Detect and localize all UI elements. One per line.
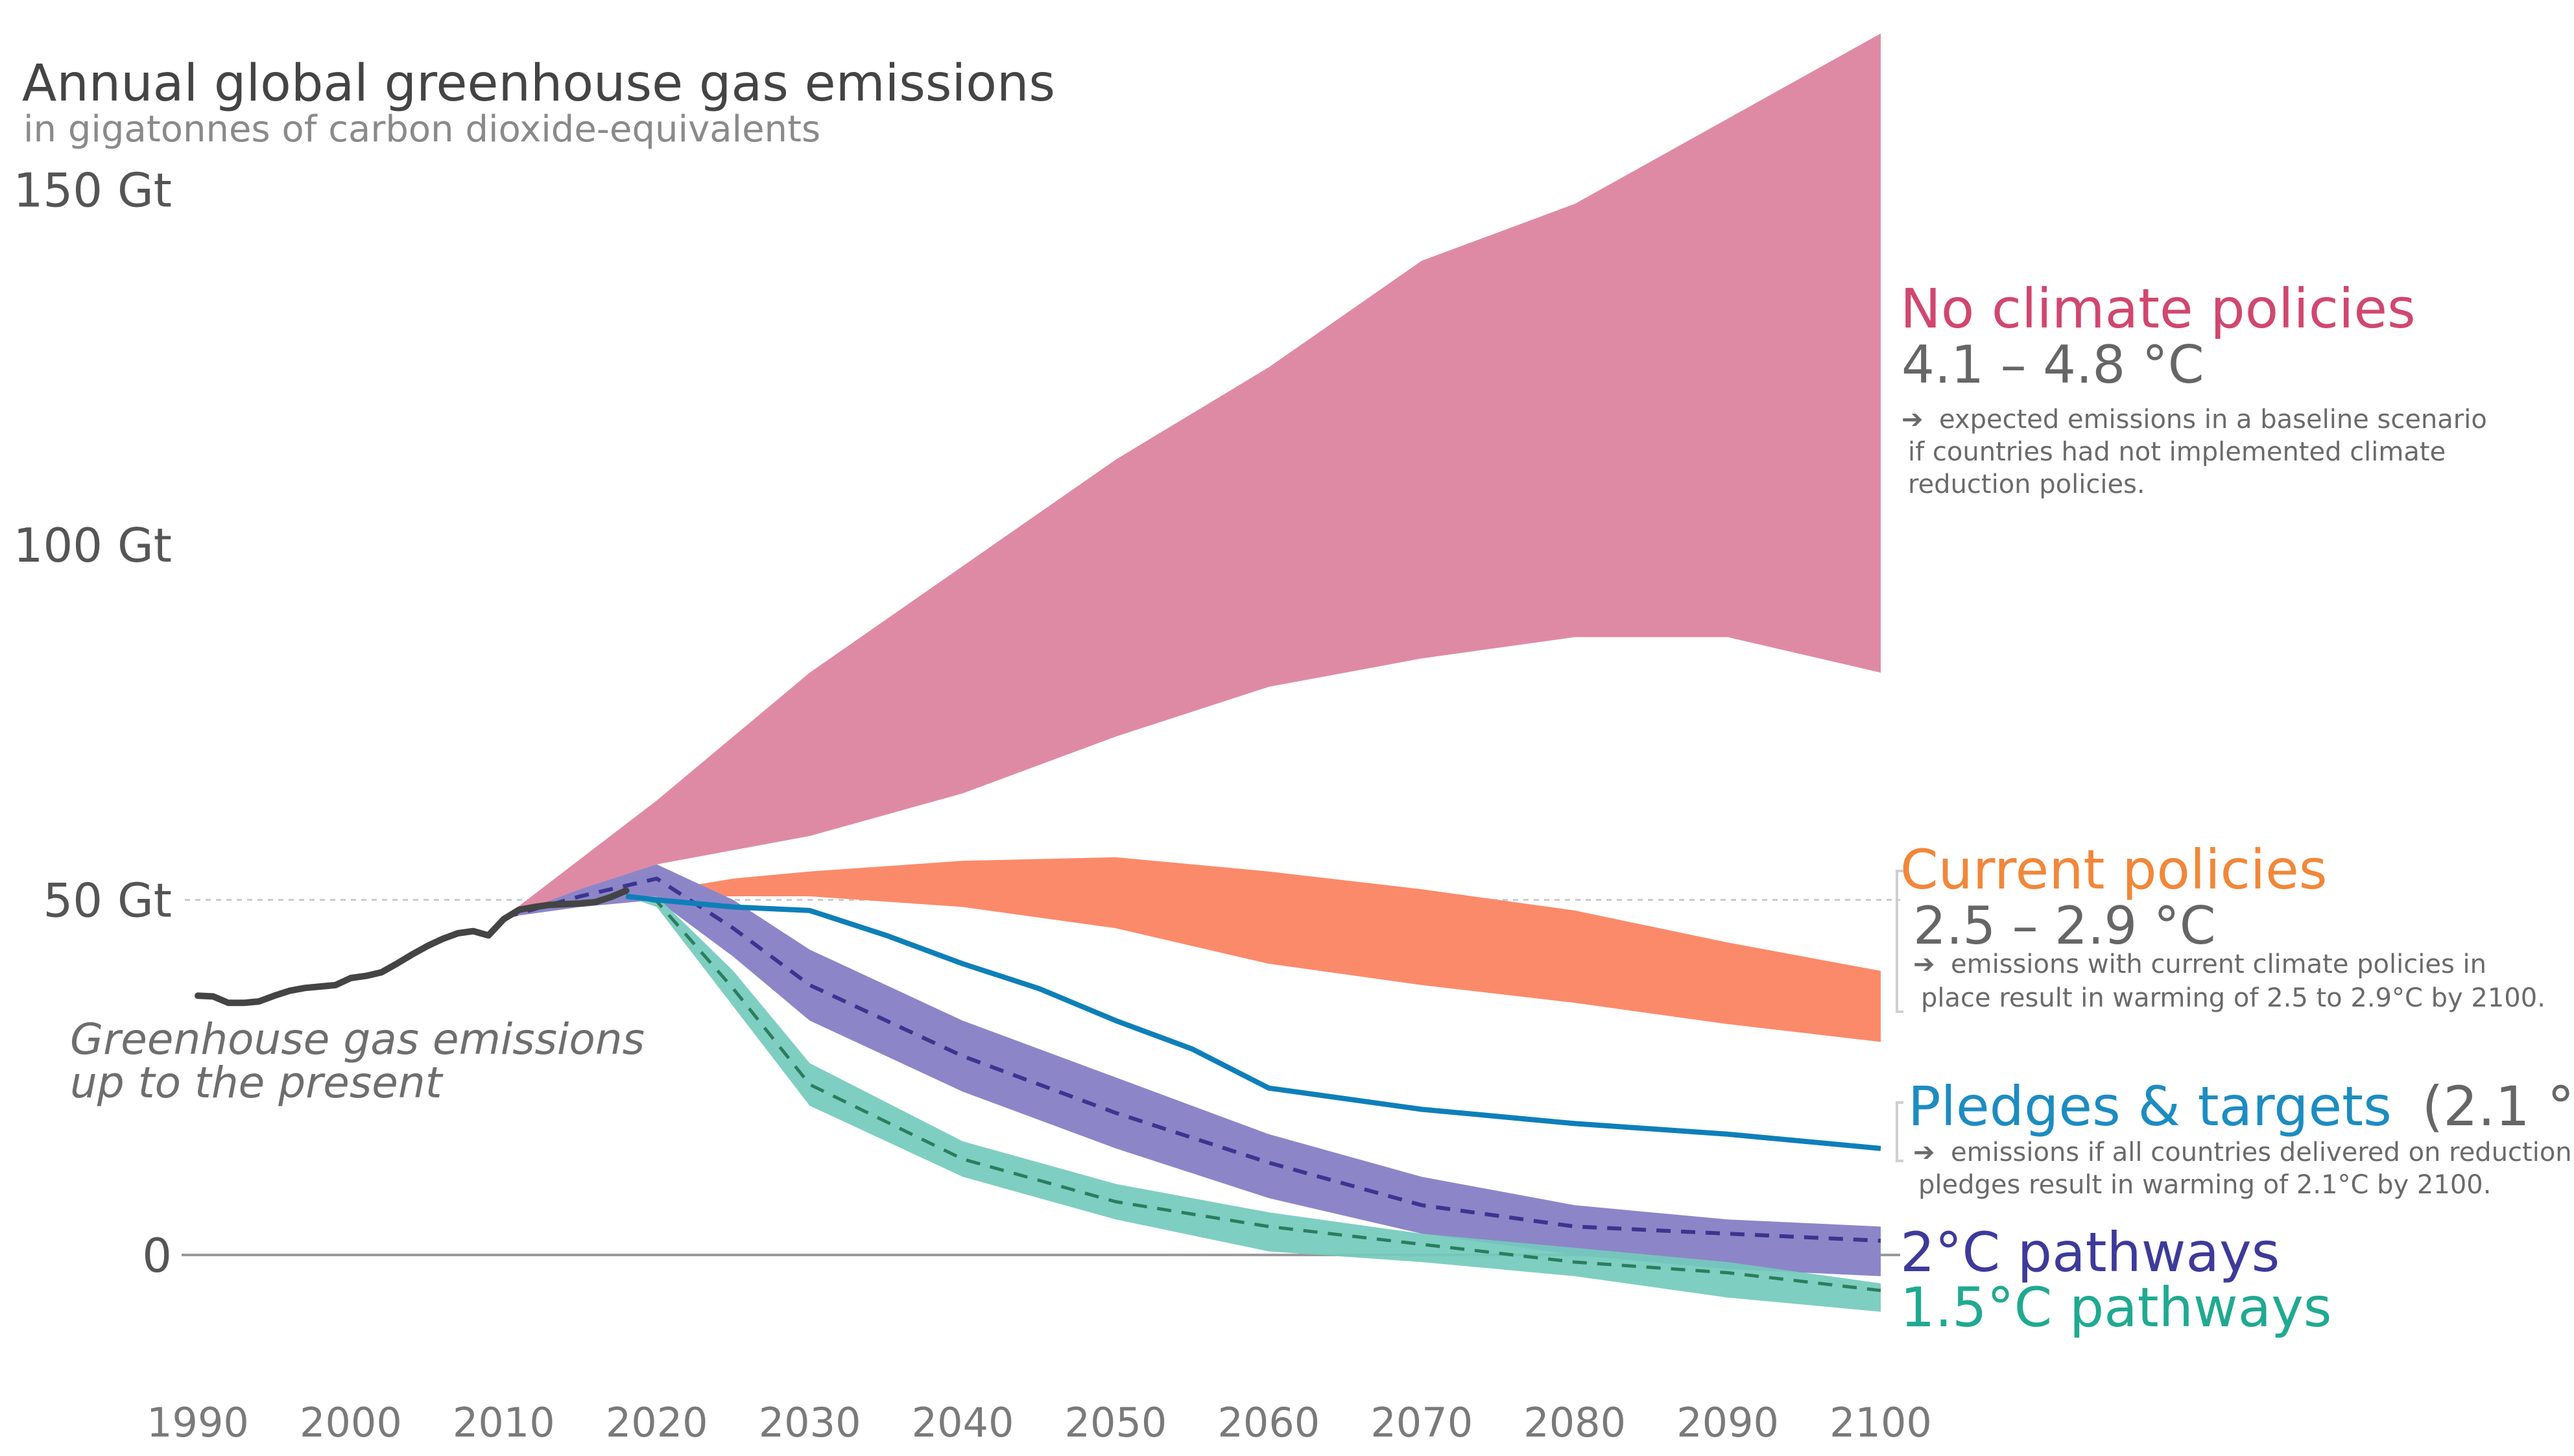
pledges-bracket <box>1896 1101 1903 1162</box>
historical-label-line2: up to the present <box>70 1058 444 1108</box>
y-tick-label: 0 <box>142 1228 172 1283</box>
one-point-five-center-line <box>626 894 1881 1293</box>
current-policies-bracket <box>1896 870 1903 1013</box>
x-tick-label: 2010 <box>453 1399 555 1446</box>
x-tick-label: 2080 <box>1523 1399 1626 1446</box>
pledges-temp: (2.1 °C) <box>2422 1075 2574 1138</box>
x-tick-label: 2030 <box>759 1399 861 1446</box>
no-policy-temp: 4.1 – 4.8 °C <box>1901 335 2204 395</box>
x-tick-label: 2050 <box>1065 1399 1167 1446</box>
current-policies-temp: 2.5 – 2.9 °C <box>1913 896 2216 956</box>
historical-emissions-line <box>195 887 630 1007</box>
historical-label-line1: Greenhouse gas emissions <box>70 1014 645 1064</box>
x-tick-label: 2100 <box>1829 1399 1932 1446</box>
no-policy-note-line2: if countries had not implemented climate <box>1908 437 2446 467</box>
pledges-line <box>626 894 1881 1151</box>
current-policies-note-line2: place result in warming of 2.5 to 2.9°C … <box>1921 983 2545 1013</box>
no-policy-note-line1: expected emissions in a baseline scenari… <box>1939 405 2487 435</box>
no-policy-band <box>503 33 1881 918</box>
x-tick-label: 2040 <box>912 1399 1014 1446</box>
pledges-label: Pledges & targets (2.1 °C) <box>1908 1075 2574 1138</box>
arrow-icon: ➔ <box>1913 1138 1935 1167</box>
axes: 150 Gt 100 Gt 50 Gt 0 1990 2000 2010 2020 2030 20… <box>14 163 1932 1447</box>
x-tick-label: 2020 <box>606 1399 708 1446</box>
x-tick-label: 2090 <box>1676 1399 1779 1446</box>
no-policy-label: No climate policies <box>1900 277 2416 340</box>
chart-subtitle: in gigatonnes of carbon dioxide-equivale… <box>23 108 820 150</box>
one-point-five-label: 1.5°C pathways <box>1900 1276 2332 1339</box>
y-tick-label: 50 Gt <box>43 874 172 928</box>
scenario-lines <box>195 876 1881 1293</box>
y-tick-label: 150 Gt <box>14 163 172 218</box>
scenario-bands <box>503 33 1881 1312</box>
arrow-icon: ➔ <box>1901 405 1924 435</box>
no-policy-note-line3: reduction policies. <box>1908 470 2145 499</box>
two-degree-label: 2°C pathways <box>1900 1221 2280 1284</box>
one-point-five-band <box>626 896 1881 1312</box>
current-policies-band <box>626 857 1881 1042</box>
current-policies-note-line1: emissions with current climate policies … <box>1951 949 2486 979</box>
arrow-icon: ➔ <box>1913 949 1935 979</box>
x-tick-label: 1990 <box>147 1399 249 1446</box>
two-degree-center-line <box>503 876 1881 1243</box>
x-tick-label: 2000 <box>300 1399 402 1446</box>
y-tick-label: 100 Gt <box>14 518 172 573</box>
x-tick-label: 2070 <box>1370 1399 1473 1446</box>
x-tick-label: 2060 <box>1217 1399 1320 1446</box>
pledges-title: Pledges & targets <box>1908 1075 2392 1138</box>
pledges-note-line1: emissions if all countries delivered on … <box>1951 1138 2572 1167</box>
chart-title: Annual global greenhouse gas emissions <box>22 54 1055 113</box>
current-policies-label: Current policies <box>1900 838 2328 901</box>
pledges-note-line2: pledges result in warming of 2.1°C by 21… <box>1918 1170 2491 1200</box>
